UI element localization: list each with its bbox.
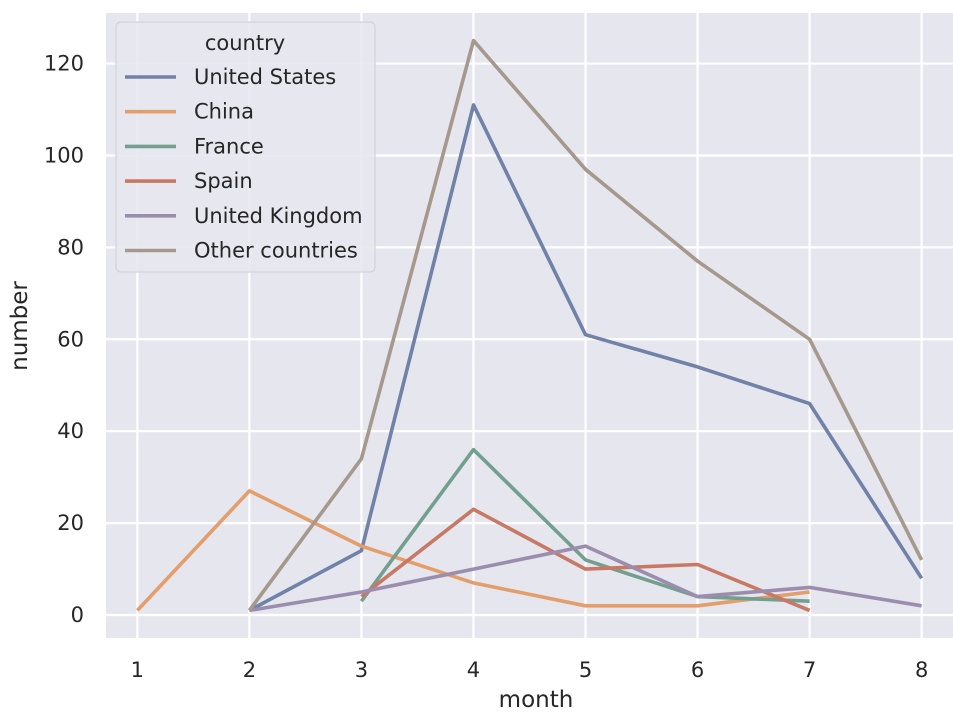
legend-item: Spain [125,169,253,193]
series-line-spain [360,507,811,613]
legend-label: United States [194,65,336,89]
series-line-france [359,447,810,603]
legend: country United StatesChinaFranceSpainUni… [115,21,376,273]
x-tick-label: 4 [467,658,480,682]
series-line-united-states [248,103,924,612]
x-tick-label: 3 [355,658,368,682]
legend-item: China [125,100,254,124]
series-line-united-kingdom [249,544,922,613]
legend-item: Other countries [125,239,358,263]
legend-title: country [205,31,285,55]
legend-label: Other countries [194,239,358,263]
x-tick-label: 1 [131,658,144,682]
legend-items: United States China France Spain United King… [125,65,363,263]
x-tick-label: 5 [579,658,592,682]
legend-label: United Kingdom [194,204,363,228]
x-axis-label: month [499,687,574,712]
series-lines [136,38,924,613]
y-axis-ticks: 0 20 40 60 80 100 120 [44,52,84,627]
x-tick-label: 2 [243,658,256,682]
legend-item: France [125,134,264,158]
x-tick-label: 7 [803,658,816,682]
legend-label: China [194,100,254,124]
legend-item: United States [125,65,336,89]
x-axis-ticks: 1 2 3 4 5 6 7 8 [131,658,929,682]
legend-item: United Kingdom [125,204,363,228]
legend-box [115,21,376,273]
x-tick-label: 6 [691,658,704,682]
y-tick-label: 100 [44,143,84,167]
y-tick-label: 80 [57,235,84,259]
y-axis-label: number [7,281,33,371]
y-tick-label: 60 [57,327,84,351]
y-tick-label: 40 [57,419,84,443]
legend-label: France [194,134,264,158]
series-line-other-countries [247,38,924,612]
legend-label: Spain [194,169,253,193]
y-tick-label: 0 [71,603,84,627]
y-tick-label: 120 [44,52,84,76]
x-tick-label: 8 [915,658,928,682]
series-line-china [136,489,810,612]
y-tick-label: 20 [57,511,84,535]
